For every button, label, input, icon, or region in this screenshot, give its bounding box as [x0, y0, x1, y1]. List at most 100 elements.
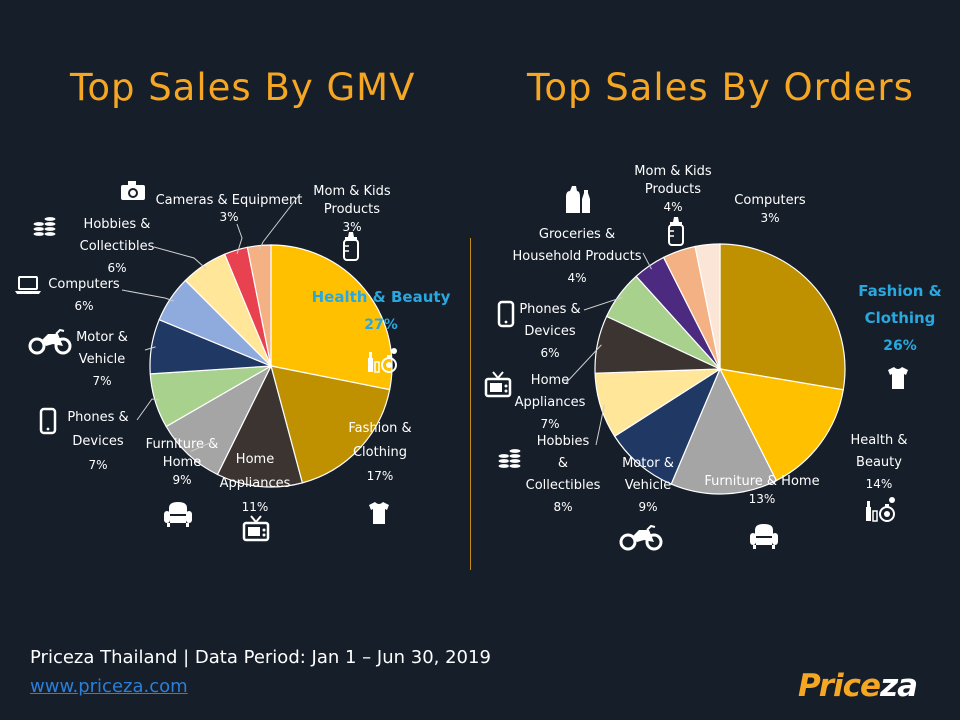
slice-percent: 9%	[172, 473, 191, 487]
slice-name-line: Motor &	[622, 456, 674, 471]
beauty-icon	[866, 497, 895, 522]
slice-percent: 11%	[242, 500, 269, 514]
slice-name-line: Hobbies &	[84, 217, 151, 232]
slice-name-line: Mom & Kids	[313, 184, 391, 199]
slice-label-computers: Computers 6%	[15, 276, 174, 313]
slice-name-line: Appliances	[515, 395, 586, 410]
slice-percent: 13%	[749, 492, 776, 506]
shirt-icon	[888, 367, 908, 389]
slice-name-line: Phones &	[519, 302, 580, 317]
gmv-chart-title: Top Sales By GMV	[70, 66, 416, 109]
slice-name-line: Household Products	[512, 249, 641, 264]
slice-label-fashion-and-clothing: Fashion & Clothing 17%	[348, 421, 412, 524]
armchair-icon	[750, 524, 778, 549]
slice-label-home-appliances: Home Appliances 7%	[484, 344, 602, 431]
motorbike-icon	[28, 328, 72, 355]
leader-line	[642, 252, 652, 270]
slice-name-line: Computers	[734, 193, 806, 208]
pie-slice-home-appliances	[216, 364, 304, 488]
slice-percent: 9%	[638, 500, 657, 514]
slice-name-line: Fashion &	[858, 282, 942, 300]
slice-name-line: Devices	[72, 434, 123, 449]
logo-part-1: Price	[798, 668, 881, 704]
slice-label-hobbies-and-collectibles: Hobbies & Collectibles 8%	[497, 404, 605, 514]
slice-name-line: Fashion &	[348, 421, 411, 436]
slice-name-line: &	[558, 456, 568, 471]
pie-slice-furniture-and-home	[670, 367, 778, 495]
slice-name-line: Hobbies	[537, 434, 590, 449]
tv-icon	[242, 515, 270, 542]
slice-name-line: Collectibles	[526, 478, 601, 493]
slice-percent: 14%	[866, 477, 893, 491]
slice-name-line: Health & Beauty	[312, 288, 451, 306]
slice-percent: 17%	[367, 469, 394, 483]
slice-label-groceries-and-household-products: Groceries & Household Products 4%	[512, 186, 652, 285]
slice-name-line: Vehicle	[625, 478, 672, 493]
slice-percent: 4%	[567, 271, 586, 285]
leader-line	[259, 193, 301, 250]
slice-name-line: Appliances	[220, 476, 291, 491]
baby-bottle-icon	[668, 217, 684, 246]
slice-name-line: Clothing	[865, 309, 936, 327]
slice-name-line: Phones &	[67, 410, 128, 425]
slice-label-home-appliances: Home Appliances 11%	[220, 452, 291, 542]
baby-bottle-icon	[343, 232, 359, 261]
slice-name-line: Products	[324, 202, 380, 217]
leader-line	[565, 344, 602, 384]
slice-label-computers: Computers 3%	[734, 193, 806, 225]
slice-name-line: Home	[236, 452, 274, 467]
pie-slice-health-and-beauty	[718, 368, 844, 482]
slice-percent: 7%	[92, 374, 111, 388]
leader-line	[583, 296, 623, 311]
slice-name-line: Computers	[48, 277, 120, 292]
slice-label-fashion-and-clothing: Fashion & Clothing 26%	[858, 282, 942, 389]
slice-percent: 7%	[540, 417, 559, 431]
website-link[interactable]: www.priceza.com	[30, 676, 188, 697]
slice-label-motor-and-vehicle: Motor & Vehicle 7%	[28, 328, 156, 388]
leader-line	[153, 246, 207, 270]
coins-icon	[32, 216, 57, 237]
phone-icon	[497, 300, 515, 328]
slice-name-line: Health &	[851, 433, 908, 448]
slice-name-line: Collectibles	[80, 239, 155, 254]
logo-part-2: za	[880, 668, 918, 704]
laptop-icon	[15, 276, 41, 294]
beauty-icon	[368, 348, 397, 373]
slice-label-health-and-beauty: Health & Beauty 14%	[851, 433, 908, 522]
slice-label-phones-and-devices: Phones & Devices 7%	[39, 398, 160, 472]
slice-name-line: Vehicle	[79, 352, 126, 367]
shirt-icon	[369, 502, 389, 524]
slice-percent: 6%	[540, 346, 559, 360]
slice-percent: 3%	[760, 211, 779, 225]
slice-label-phones-and-devices: Phones & Devices 6%	[497, 296, 623, 360]
leader-line	[595, 404, 605, 446]
detergent-icon	[566, 186, 590, 213]
slice-label-mom-and-kids-products: Mom & Kids Products 4%	[634, 164, 712, 246]
slice-name-line: Products	[645, 182, 701, 197]
pie-slice-health-and-beauty	[270, 244, 393, 391]
slice-percent: 6%	[107, 261, 126, 275]
slice-name-line: Beauty	[856, 455, 902, 470]
slice-name-line: Furniture & Home	[704, 474, 819, 489]
pie-slice-fashion-and-clothing	[719, 243, 846, 391]
slice-name-line: Cameras & Equipment	[156, 193, 303, 208]
slice-label-furniture-and-home: Furniture & Home 13%	[704, 474, 820, 549]
slice-percent: 3%	[219, 210, 238, 224]
slice-name-line: Furniture &	[146, 437, 219, 452]
slice-label-hobbies-and-collectibles: Hobbies & Collectibles 6%	[32, 216, 207, 275]
slice-label-motor-and-vehicle: Motor & Vehicle 9%	[619, 456, 674, 551]
phone-icon	[39, 407, 57, 435]
slice-name-line: Devices	[524, 324, 575, 339]
chart-divider	[470, 238, 471, 570]
orders-chart-title: Top Sales By Orders	[527, 66, 914, 109]
slice-label-mom-and-kids-products: Mom & Kids Products 3%	[259, 184, 391, 261]
slice-percent: 27%	[364, 317, 398, 333]
coins-icon	[497, 448, 522, 469]
armchair-icon	[164, 502, 192, 527]
slice-percent: 26%	[883, 338, 917, 354]
slice-name-line: Clothing	[353, 445, 407, 460]
slice-percent: 7%	[88, 458, 107, 472]
